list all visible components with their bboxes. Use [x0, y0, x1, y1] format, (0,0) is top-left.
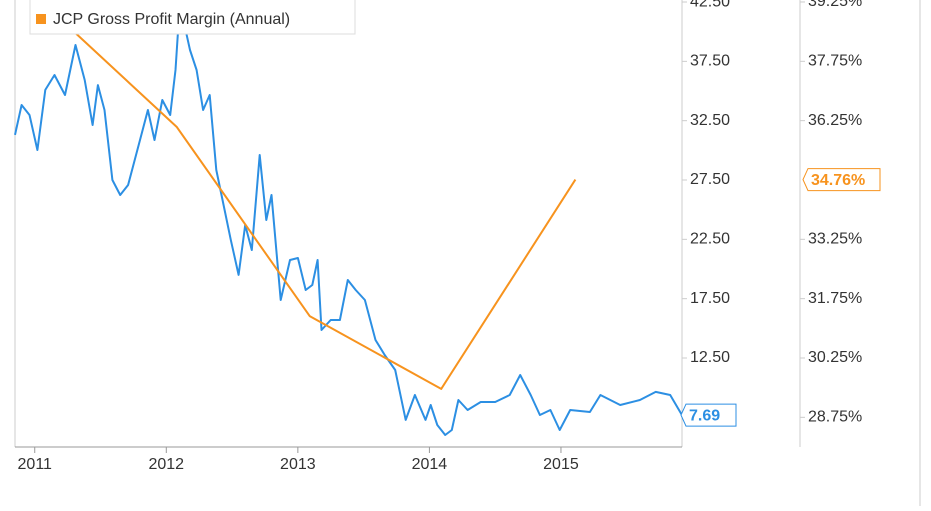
y-tick-label: 27.50: [690, 171, 730, 188]
y2-tick-label: 33.25%: [808, 231, 862, 248]
end-label: 34.76%: [811, 172, 865, 189]
y2-tick-label: 30.25%: [808, 349, 862, 366]
end-label-box: [680, 403, 737, 427]
x-tick-label: 2013: [280, 456, 316, 473]
y-tick-label: 37.50: [690, 53, 730, 70]
x-tick-label: 2012: [148, 456, 184, 473]
y-tick-label: 12.50: [690, 349, 730, 366]
end-label: 7.69: [689, 407, 720, 424]
y-tick-label: 32.50: [690, 112, 730, 129]
legend-label: JCP Gross Profit Margin (Annual): [53, 11, 290, 28]
y-tick-label: 17.50: [690, 290, 730, 307]
y2-tick-label: 37.75%: [808, 53, 862, 70]
y-tick-label: 22.50: [690, 231, 730, 248]
y-tick-label: 42.50: [690, 0, 730, 10]
end-label-box: [802, 168, 881, 192]
x-tick-label: 2014: [412, 456, 448, 473]
legend-box: [29, 0, 356, 35]
y2-tick-label: 28.75%: [808, 409, 862, 426]
x-tick-label: 2015: [543, 456, 579, 473]
data-line: [44, 4, 577, 390]
y2-tick-label: 31.75%: [808, 290, 862, 307]
legend-swatch: [36, 14, 46, 24]
y2-tick-label: 36.25%: [808, 112, 862, 129]
data-line: [14, 9, 683, 436]
y2-tick-label: 39.25%: [808, 0, 862, 10]
x-tick-label: 2011: [18, 456, 53, 473]
